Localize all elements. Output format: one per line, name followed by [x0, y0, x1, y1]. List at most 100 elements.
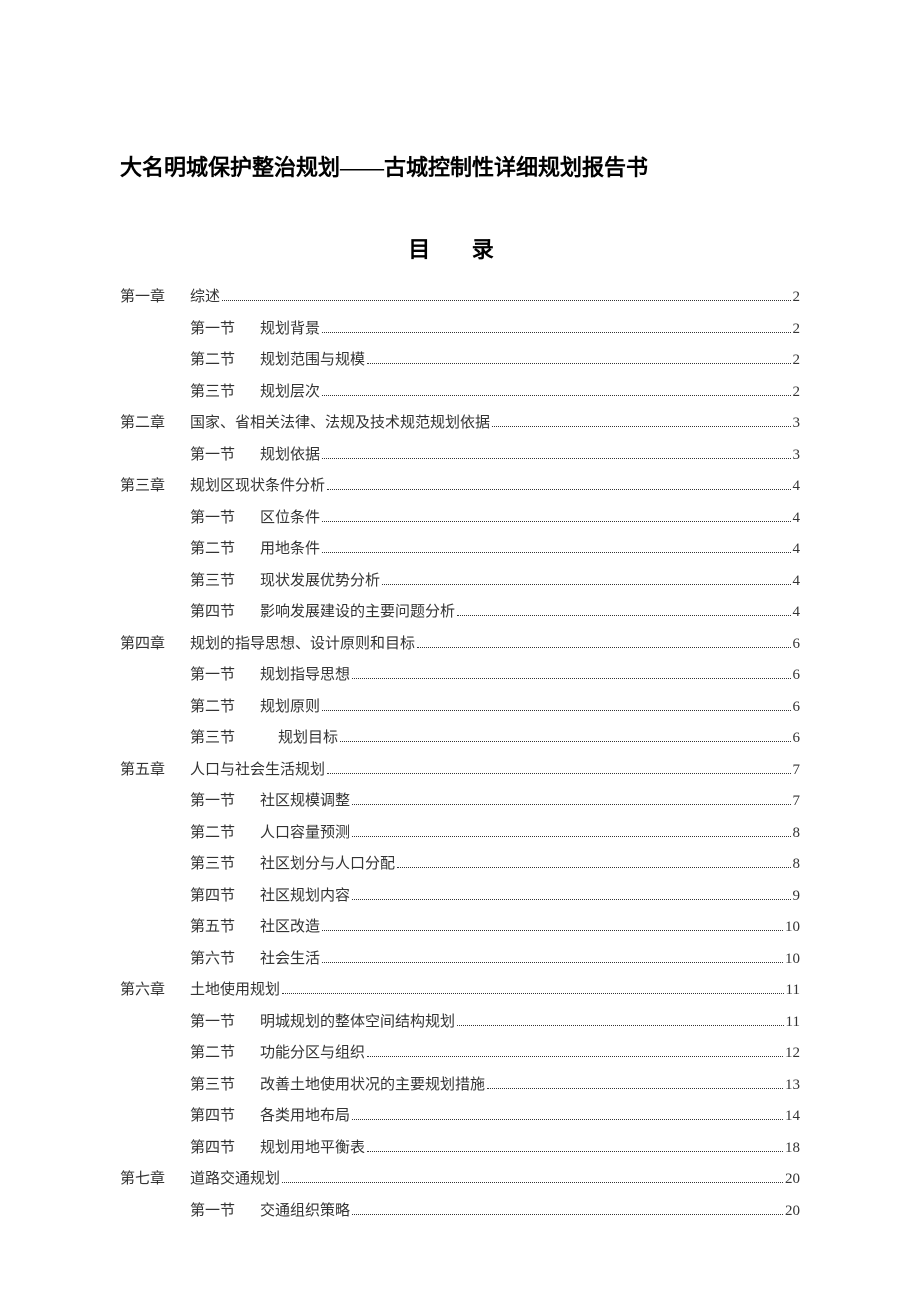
section-label: 第一节 — [190, 1196, 260, 1228]
chapter-label: 第一章 — [120, 282, 190, 314]
section-label: 第三节 — [190, 723, 260, 755]
toc-row: 第三节改善土地使用状况的主要规划措施 13 — [120, 1070, 800, 1102]
toc-row: 第一节明城规划的整体空间结构规划11 — [120, 1007, 800, 1039]
entry-title: 国家、省相关法律、法规及技术规范规划依据 — [190, 408, 490, 440]
dot-leader — [417, 647, 790, 648]
toc-row: 第二节用地条件 4 — [120, 534, 800, 566]
entry-title: 影响发展建设的主要问题分析 — [260, 597, 455, 629]
toc-row: 第一节规划背景2 — [120, 314, 800, 346]
entry-title: 用地条件 — [260, 534, 320, 566]
entry-title: 改善土地使用状况的主要规划措施 — [260, 1070, 485, 1102]
page-number: 4 — [793, 597, 801, 629]
entry-title: 规划层次 — [260, 377, 320, 409]
dot-leader — [327, 773, 790, 774]
page-number: 10 — [785, 912, 800, 944]
dot-leader — [352, 899, 790, 900]
toc-row: 第三节规划目标6 — [120, 723, 800, 755]
toc-row: 第二节功能分区与组织12 — [120, 1038, 800, 1070]
page-number: 20 — [785, 1164, 800, 1196]
dot-leader — [367, 1056, 783, 1057]
toc-row: 第三节社区划分与人口分配 8 — [120, 849, 800, 881]
page-number: 13 — [785, 1070, 800, 1102]
dot-leader — [352, 836, 790, 837]
toc-row: 第四节各类用地布局14 — [120, 1101, 800, 1133]
page-number: 4 — [793, 503, 801, 535]
page-number: 4 — [793, 534, 801, 566]
section-label: 第一节 — [190, 660, 260, 692]
toc-row: 第六节社会生活10 — [120, 944, 800, 976]
toc-row: 第二节人口容量预测8 — [120, 818, 800, 850]
entry-title: 区位条件 — [260, 503, 320, 535]
entry-title: 规划原则 — [260, 692, 320, 724]
toc-row: 第四节规划用地平衡表18 — [120, 1133, 800, 1165]
entry-title: 规划范围与规模 — [260, 345, 365, 377]
page-number: 2 — [793, 345, 801, 377]
toc-row: 第二节规划原则6 — [120, 692, 800, 724]
table-of-contents: 第一章综述2第一节规划背景2第二节规划范围与规模2第三节规划层次2第二章国家、省… — [120, 282, 800, 1227]
chapter-label: 第五章 — [120, 755, 190, 787]
entry-title: 交通组织策略 — [260, 1196, 350, 1228]
section-label: 第二节 — [190, 534, 260, 566]
section-label: 第三节 — [190, 377, 260, 409]
section-label: 第四节 — [190, 597, 260, 629]
section-label: 第三节 — [190, 1070, 260, 1102]
page-number: 6 — [793, 723, 801, 755]
entry-title: 各类用地布局 — [260, 1101, 350, 1133]
dot-leader — [367, 1151, 783, 1152]
section-label: 第一节 — [190, 314, 260, 346]
toc-row: 第三节现状发展优势分析4 — [120, 566, 800, 598]
dot-leader — [367, 363, 790, 364]
dot-leader — [322, 521, 790, 522]
section-label: 第一节 — [190, 440, 260, 472]
entry-title: 现状发展优势分析 — [260, 566, 380, 598]
dot-leader — [322, 552, 790, 553]
page-number: 2 — [793, 282, 801, 314]
section-label: 第二节 — [190, 818, 260, 850]
entry-title: 社区改造 — [260, 912, 320, 944]
section-label: 第五节 — [190, 912, 260, 944]
section-label: 第二节 — [190, 345, 260, 377]
toc-row: 第四节社区规划内容9 — [120, 881, 800, 913]
entry-title: 规划的指导思想、设计原则和目标 — [190, 629, 415, 661]
page-number: 7 — [793, 755, 801, 787]
document-page: 大名明城保护整治规划——古城控制性详细规划报告书 目 录 第一章综述2第一节规划… — [0, 0, 920, 1287]
toc-heading: 目 录 — [120, 232, 800, 264]
dot-leader — [282, 993, 784, 994]
toc-row: 第一章综述2 — [120, 282, 800, 314]
document-title: 大名明城保护整治规划——古城控制性详细规划报告书 — [120, 150, 800, 182]
entry-title: 土地使用规划 — [190, 975, 280, 1007]
page-number: 2 — [793, 377, 801, 409]
page-number: 14 — [785, 1101, 800, 1133]
page-number: 18 — [785, 1133, 800, 1165]
dot-leader — [327, 489, 790, 490]
entry-title: 社区规模调整 — [260, 786, 350, 818]
page-number: 7 — [793, 786, 801, 818]
dot-leader — [322, 962, 783, 963]
entry-title: 社区划分与人口分配 — [260, 849, 395, 881]
chapter-label: 第四章 — [120, 629, 190, 661]
toc-row: 第三节规划层次 2 — [120, 377, 800, 409]
entry-title: 道路交通规划 — [190, 1164, 280, 1196]
page-number: 4 — [793, 566, 801, 598]
section-label: 第二节 — [190, 1038, 260, 1070]
page-number: 6 — [793, 629, 801, 661]
toc-row: 第二章国家、省相关法律、法规及技术规范规划依据3 — [120, 408, 800, 440]
page-number: 8 — [793, 849, 801, 881]
entry-title: 规划区现状条件分析 — [190, 471, 325, 503]
section-label: 第四节 — [190, 881, 260, 913]
chapter-label: 第七章 — [120, 1164, 190, 1196]
section-label: 第一节 — [190, 786, 260, 818]
entry-title: 规划指导思想 — [260, 660, 350, 692]
chapter-label: 第六章 — [120, 975, 190, 1007]
toc-row: 第一节规划指导思想6 — [120, 660, 800, 692]
section-label: 第三节 — [190, 849, 260, 881]
entry-title: 规划依据 — [260, 440, 320, 472]
toc-row: 第六章土地使用规划11 — [120, 975, 800, 1007]
dot-leader — [352, 1214, 783, 1215]
dot-leader — [322, 710, 790, 711]
toc-row: 第四节影响发展建设的主要问题分析 4 — [120, 597, 800, 629]
entry-title: 人口容量预测 — [260, 818, 350, 850]
page-number: 3 — [793, 408, 801, 440]
section-label: 第一节 — [190, 503, 260, 535]
toc-row: 第七章道路交通规划 20 — [120, 1164, 800, 1196]
